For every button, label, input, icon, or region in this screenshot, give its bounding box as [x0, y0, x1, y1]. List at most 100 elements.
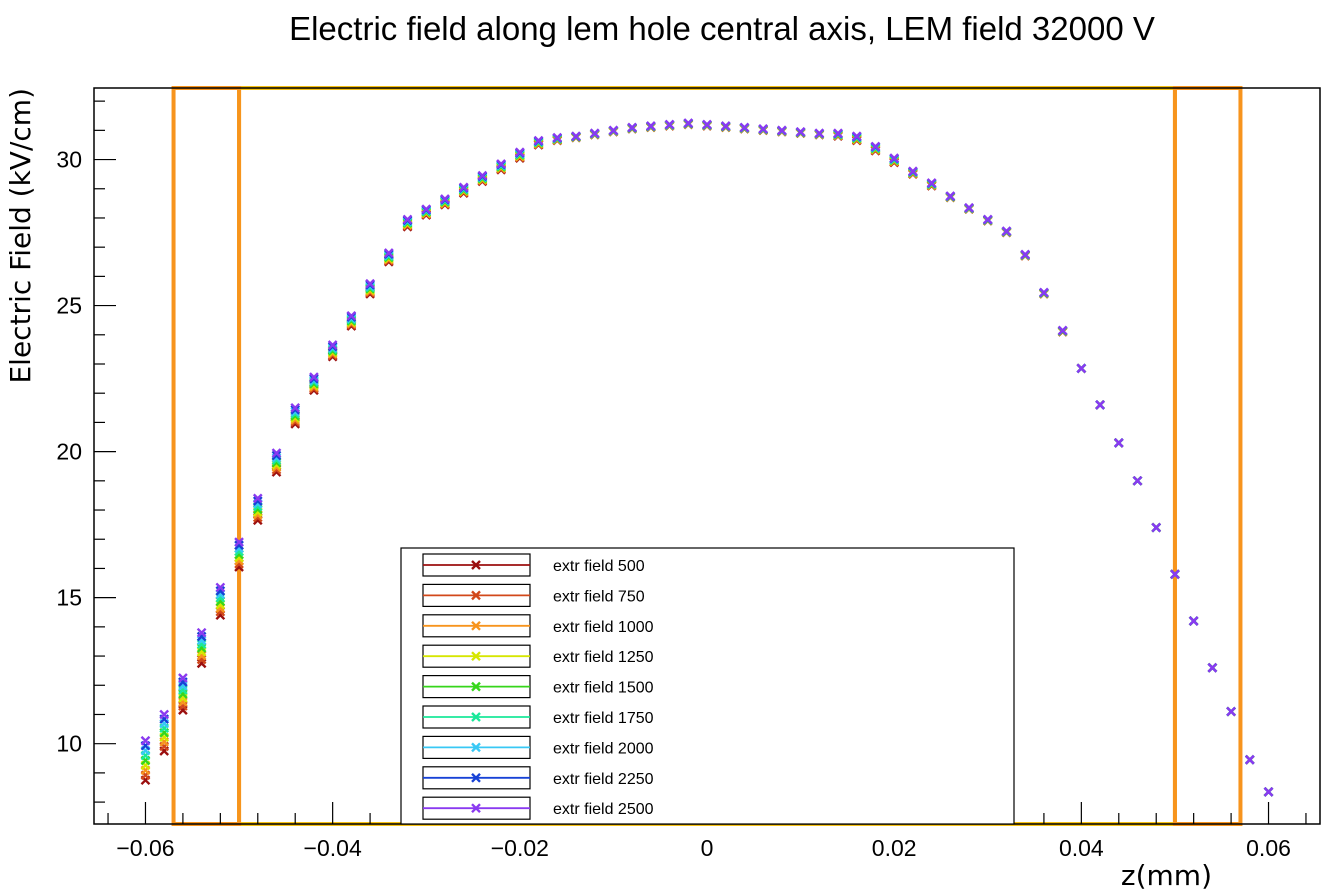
- data-point: [383, 248, 394, 258]
- legend-swatch-marker: [471, 590, 481, 601]
- data-point: [720, 121, 731, 131]
- x-tick-label: −0.04: [304, 835, 362, 861]
- chart-title: Electric field along lem hole central ax…: [289, 10, 1155, 47]
- data-point: [870, 141, 881, 152]
- data-point: [1226, 706, 1236, 717]
- y-tick-label: 30: [56, 147, 82, 173]
- region-box: [171, 86, 242, 826]
- data-point: [252, 493, 263, 504]
- y-axis: 10 15 20 25 30: [56, 100, 116, 803]
- data-point: [1020, 249, 1031, 260]
- data-point: [271, 448, 282, 458]
- data-point: [1113, 438, 1124, 448]
- data-point: [1001, 226, 1012, 236]
- data-point: [309, 372, 319, 382]
- x-tick-label: −0.06: [116, 835, 174, 861]
- data-point: [234, 537, 244, 548]
- legend-swatch-marker: [471, 560, 481, 570]
- data-point: [645, 121, 656, 131]
- data-point: [1132, 475, 1143, 486]
- data-points: [140, 118, 1274, 797]
- data-point: [421, 204, 432, 215]
- legend-swatch-marker: [471, 620, 481, 631]
- data-point: [178, 673, 188, 683]
- data-point: [814, 128, 825, 139]
- y-tick-label: 10: [56, 731, 82, 757]
- data-point: [589, 128, 600, 139]
- data-point: [1207, 662, 1218, 673]
- y-tick-label: 20: [56, 439, 82, 465]
- data-point: [1057, 325, 1068, 336]
- data-point: [365, 278, 375, 289]
- data-point: [739, 122, 750, 133]
- data-point: [1151, 522, 1162, 533]
- legend-label: extr field 750: [553, 588, 645, 605]
- data-point: [271, 450, 282, 461]
- data-point: [683, 118, 694, 128]
- data-point: [496, 159, 506, 169]
- data-point: [664, 119, 675, 130]
- x-tick-label: 0.06: [1246, 835, 1291, 861]
- data-point: [327, 340, 338, 350]
- legend-label: extr field 2250: [553, 771, 654, 788]
- data-point: [234, 540, 244, 551]
- data-point: [908, 166, 918, 177]
- legend-label: extr field 500: [553, 558, 645, 575]
- y-tick-label: 15: [56, 585, 82, 611]
- data-point: [982, 214, 993, 225]
- data-point: [1244, 754, 1255, 765]
- data-point: [290, 404, 301, 415]
- legend-label: extr field 1750: [553, 710, 654, 727]
- legend-label: extr field 2000: [553, 740, 654, 757]
- data-point: [140, 735, 151, 746]
- x-tick-label: 0.02: [872, 835, 917, 861]
- legend-swatch-marker: [471, 803, 481, 814]
- data-point: [458, 182, 469, 193]
- x-axis-label: z(mm): [1121, 859, 1212, 890]
- data-point: [1170, 569, 1180, 580]
- data-point: [702, 119, 712, 130]
- data-point: [833, 128, 843, 139]
- data-point: [477, 170, 488, 181]
- series-8: [140, 118, 1274, 797]
- data-point: [514, 147, 525, 158]
- data-point: [945, 191, 956, 201]
- data-point: [1263, 787, 1274, 797]
- data-point: [608, 125, 619, 136]
- data-point: [889, 153, 900, 163]
- data-point: [851, 131, 862, 142]
- legend: extr field 500 extr field 750 extr field 1…: [400, 547, 1015, 825]
- legend-label: extr field 1500: [553, 680, 654, 697]
- data-point: [533, 135, 544, 146]
- legend-swatch-marker: [471, 651, 481, 662]
- legend-swatch-marker: [471, 712, 481, 722]
- data-point: [215, 586, 226, 596]
- y-tick-label: 25: [56, 293, 82, 319]
- data-point: [215, 582, 226, 593]
- data-point: [1039, 287, 1049, 298]
- legend-label: extr field 1000: [553, 619, 654, 636]
- data-point: [926, 178, 937, 188]
- data-point: [964, 202, 974, 213]
- data-point: [402, 214, 413, 225]
- legend-swatch-marker: [471, 742, 481, 753]
- data-point: [795, 126, 806, 137]
- data-point: [777, 125, 787, 136]
- data-point: [1076, 363, 1087, 374]
- data-point: [290, 402, 301, 413]
- x-tick-label: 0.04: [1059, 835, 1104, 861]
- y-axis-label: Electric Field (kV/cm): [4, 88, 37, 384]
- data-point: [252, 496, 263, 506]
- legend-swatch-marker: [471, 772, 481, 783]
- data-point: [440, 194, 450, 204]
- data-point: [758, 124, 769, 134]
- data-point: [1188, 616, 1199, 626]
- x-tick-label: −0.02: [491, 835, 549, 861]
- legend-label: extr field 2500: [553, 801, 654, 818]
- data-point: [627, 122, 637, 133]
- data-point: [571, 131, 581, 142]
- legend-label: extr field 1250: [553, 649, 654, 666]
- legend-swatch-marker: [471, 681, 481, 692]
- data-point: [1095, 400, 1105, 410]
